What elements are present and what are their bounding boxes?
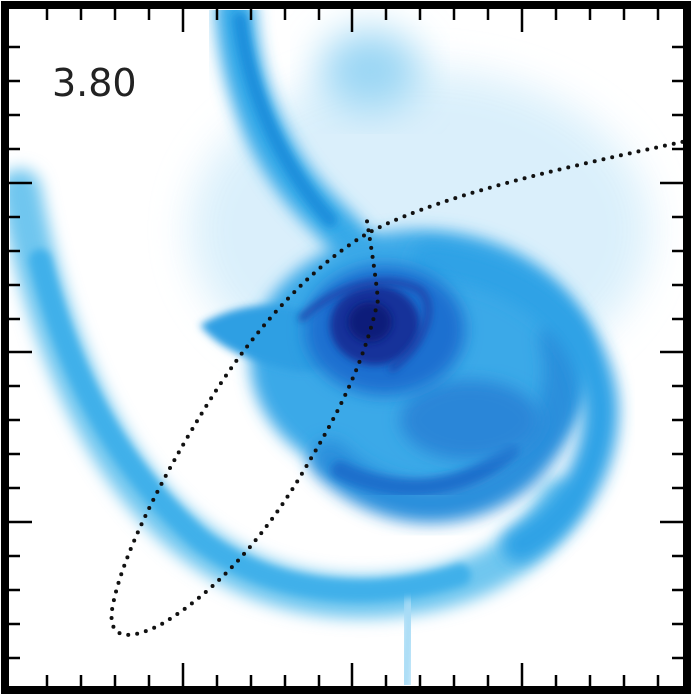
time-label: 3.80	[52, 61, 137, 105]
orbit-path	[109, 138, 690, 637]
axis-ticks	[9, 9, 683, 686]
